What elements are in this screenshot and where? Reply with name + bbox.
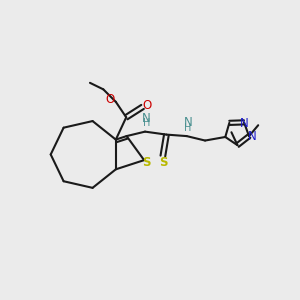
Text: S: S bbox=[159, 156, 167, 169]
Text: O: O bbox=[106, 93, 115, 106]
Text: N: N bbox=[248, 130, 257, 143]
Text: N: N bbox=[240, 117, 248, 130]
Text: H: H bbox=[143, 118, 150, 128]
Text: N: N bbox=[184, 116, 193, 129]
Text: O: O bbox=[142, 99, 152, 112]
Text: N: N bbox=[142, 112, 151, 125]
Text: S: S bbox=[142, 156, 151, 169]
Text: H: H bbox=[184, 123, 192, 133]
